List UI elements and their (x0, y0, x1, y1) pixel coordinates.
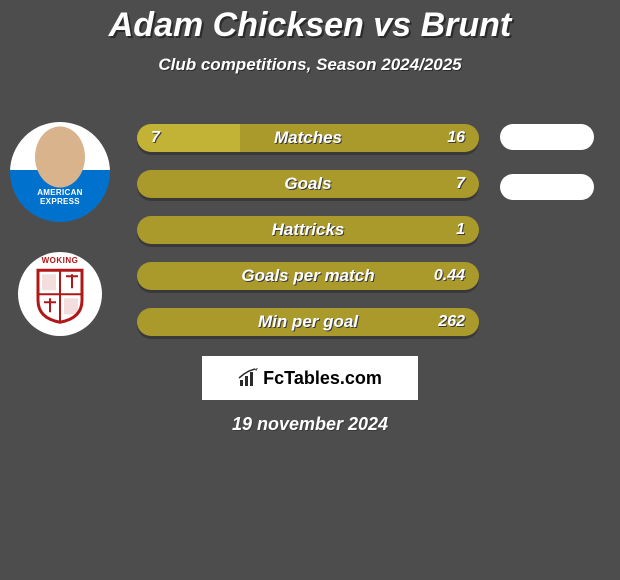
stat-left-value: 7 (151, 124, 160, 152)
stat-right-value: 7 (456, 170, 465, 198)
stat-right-value: 1 (456, 216, 465, 244)
stat-label: Goals (137, 170, 479, 198)
stat-bars: Matches716Goals7Hattricks1Goals per matc… (137, 124, 479, 354)
stat-label: Hattricks (137, 216, 479, 244)
stat-label: Goals per match (137, 262, 479, 290)
pill-decor (500, 174, 594, 200)
subtitle: Club competitions, Season 2024/2025 (0, 55, 620, 75)
title-player1: Adam Chicksen (109, 6, 364, 44)
title-player2: Brunt (421, 6, 512, 44)
stat-right-value: 262 (438, 308, 465, 336)
pill-column (500, 124, 600, 224)
player1-avatar (10, 122, 110, 222)
stat-label: Min per goal (137, 308, 479, 336)
fctables-logo: FcTables.com (202, 356, 418, 400)
badge-text: WOKING (18, 256, 102, 265)
stat-label: Matches (137, 124, 479, 152)
stat-row: Goals per match0.44 (137, 262, 479, 290)
stat-row: Min per goal262 (137, 308, 479, 336)
footer-rest: Tables.com (284, 368, 382, 388)
shield-icon (36, 268, 84, 324)
footer-bold: Fc (263, 368, 284, 388)
stat-row: Hattricks1 (137, 216, 479, 244)
pill-decor (500, 124, 594, 150)
player2-club-badge: WOKING (18, 252, 102, 336)
stat-right-value: 16 (447, 124, 465, 152)
page-title: Adam Chicksen vs Brunt (0, 0, 620, 45)
bar-chart-icon (238, 368, 260, 388)
stat-row: Matches7 16 (137, 124, 479, 152)
footer-text: FcTables.com (263, 368, 382, 389)
title-vs: vs (373, 6, 411, 44)
date-text: 19 november 2024 (0, 414, 620, 435)
stat-row: Goals7 (137, 170, 479, 198)
avatar-column: WOKING (10, 122, 110, 366)
stat-right-value: 0.44 (434, 262, 465, 290)
